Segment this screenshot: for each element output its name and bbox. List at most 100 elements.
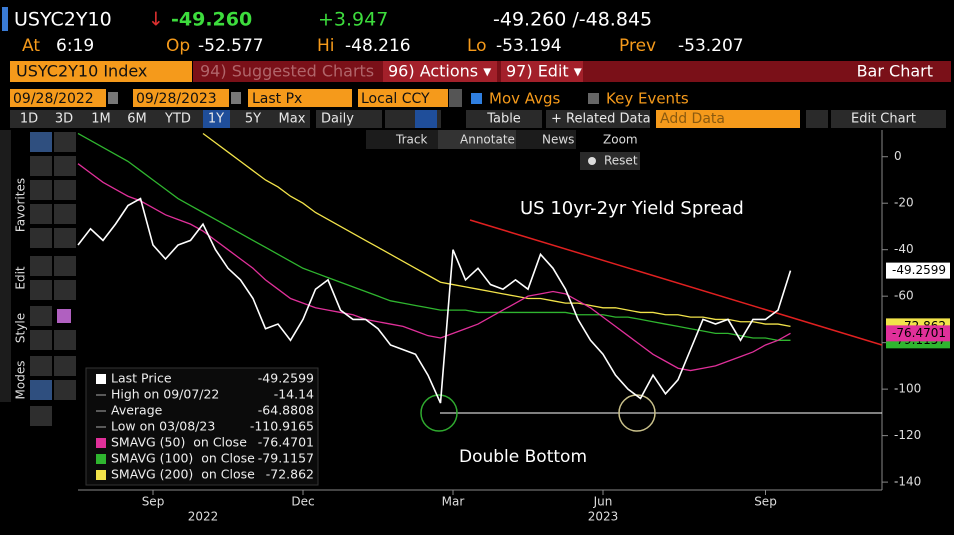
period[interactable]: 1M <box>91 112 111 127</box>
series-line <box>77 132 791 341</box>
period[interactable]: Max <box>279 112 306 127</box>
key-events-checkbox[interactable] <box>588 93 599 104</box>
tool[interactable] <box>54 156 76 176</box>
y-tick-label: -40 <box>894 242 914 256</box>
edit-button[interactable] <box>501 61 583 82</box>
chart-tool[interactable]: Annotate <box>460 133 515 147</box>
tool[interactable] <box>54 356 76 376</box>
side-tab[interactable]: Style <box>14 313 28 343</box>
chart-tool[interactable]: Track <box>395 133 427 147</box>
y-tick-label: -140 <box>894 475 921 489</box>
security-box[interactable] <box>10 61 192 82</box>
add-data-box[interactable] <box>656 110 800 128</box>
tool[interactable] <box>30 256 52 276</box>
tool[interactable] <box>30 132 52 152</box>
legend-label: SMAVG (100) on Close <box>111 451 255 466</box>
tool[interactable] <box>30 156 52 176</box>
ticker: USYC2Y10 <box>14 9 112 31</box>
reset-button[interactable] <box>580 152 640 170</box>
at-time: 6:19 <box>56 36 94 56</box>
tool[interactable] <box>30 356 52 376</box>
start-date-box[interactable] <box>10 89 106 107</box>
period[interactable]: 6M <box>127 112 147 127</box>
legend-value: -79.1157 <box>258 451 314 466</box>
mov-avgs[interactable]: Mov Avgs <box>489 90 561 108</box>
tool[interactable] <box>30 306 52 326</box>
end-date[interactable]: 09/28/2023 <box>136 91 217 107</box>
security[interactable]: USYC2Y10 Index <box>16 62 147 81</box>
period[interactable]: 1D <box>20 112 38 127</box>
bottom-circle[interactable] <box>420 394 458 432</box>
annotation-title[interactable]: US 10yr-2yr Yield Spread <box>520 198 744 219</box>
legend: Last Price -49.2599 High on 09/07/22 -14.14… <box>96 371 314 482</box>
side-tab[interactable]: Modes <box>14 361 28 400</box>
annotation-pattern[interactable]: Double Bottom <box>459 447 587 467</box>
side-tab[interactable]: Edit <box>14 266 28 290</box>
calendar-icon[interactable] <box>108 92 118 104</box>
side-tab[interactable]: Favorites <box>14 178 28 232</box>
edit[interactable]: 97) Edit ▾ <box>506 62 582 81</box>
tool[interactable] <box>30 330 52 350</box>
tool[interactable] <box>30 180 52 200</box>
tool[interactable] <box>30 406 52 426</box>
legend-label: SMAVG (50) on Close <box>111 435 247 450</box>
period[interactable]: YTD <box>164 112 191 127</box>
tool[interactable] <box>54 132 76 152</box>
actions[interactable]: 96) Actions ▾ <box>388 62 491 81</box>
tool[interactable] <box>54 180 76 200</box>
period[interactable]: 1Y <box>208 112 224 127</box>
legend-value: -110.9165 <box>250 419 314 434</box>
collapse-button[interactable] <box>806 110 828 128</box>
field[interactable]: Last Px <box>252 91 302 107</box>
bar-icon[interactable] <box>415 110 437 128</box>
tool[interactable] <box>54 280 76 300</box>
edit-chart-button[interactable] <box>831 110 946 128</box>
related-data[interactable]: + Related Data <box>551 112 651 127</box>
side-tabs <box>0 130 11 402</box>
tool[interactable] <box>54 204 76 224</box>
annotate-active[interactable] <box>438 130 516 149</box>
start-date[interactable]: 09/28/2022 <box>13 91 94 107</box>
tool[interactable] <box>54 256 76 276</box>
frequency-box[interactable] <box>316 110 382 128</box>
period[interactable]: 5Y <box>245 112 261 127</box>
y-tick-label: 0 <box>894 149 902 163</box>
tool[interactable] <box>30 204 52 224</box>
key-events[interactable]: Key Events <box>606 90 689 108</box>
chart-tool[interactable]: News <box>542 133 574 147</box>
ticker-marker <box>2 7 8 31</box>
x-tick-label: Sep <box>142 495 165 509</box>
color-swatch[interactable] <box>57 309 71 323</box>
currency-box[interactable] <box>358 89 448 107</box>
end-date-box[interactable] <box>133 89 229 107</box>
tool[interactable] <box>54 330 76 350</box>
tool[interactable] <box>30 228 52 248</box>
tool[interactable] <box>30 380 52 400</box>
open-label: Op <box>166 36 190 56</box>
period[interactable]: 3D <box>55 112 73 127</box>
y-tick-label: -60 <box>894 289 914 303</box>
edit-chart[interactable]: Edit Chart <box>851 112 916 127</box>
low-value: -53.194 <box>496 36 562 56</box>
calendar-icon[interactable] <box>231 92 241 104</box>
mov-avgs-checkbox[interactable] <box>471 93 482 104</box>
currency[interactable]: Local CCY <box>361 91 430 107</box>
actions-button[interactable] <box>383 61 497 82</box>
chart-tool[interactable]: Zoom <box>603 133 638 147</box>
field-box[interactable] <box>248 89 352 107</box>
y-tick-label: -100 <box>894 382 921 396</box>
active-period[interactable] <box>203 110 230 128</box>
add-data[interactable]: Add Data <box>660 111 725 127</box>
table[interactable]: Table <box>486 112 521 127</box>
last-value-label: -49.2599 <box>892 263 946 277</box>
related-data-button[interactable] <box>546 110 650 128</box>
tool[interactable] <box>54 380 76 400</box>
currency-dropdown[interactable] <box>449 89 462 107</box>
frequency[interactable]: Daily <box>321 112 354 127</box>
tool[interactable] <box>30 280 52 300</box>
chart-tool[interactable]: Reset <box>604 154 638 168</box>
suggested-charts[interactable]: 94) Suggested Charts <box>200 62 374 81</box>
trend-line[interactable] <box>469 219 883 346</box>
table-button[interactable] <box>466 110 542 128</box>
tool[interactable] <box>54 228 76 248</box>
